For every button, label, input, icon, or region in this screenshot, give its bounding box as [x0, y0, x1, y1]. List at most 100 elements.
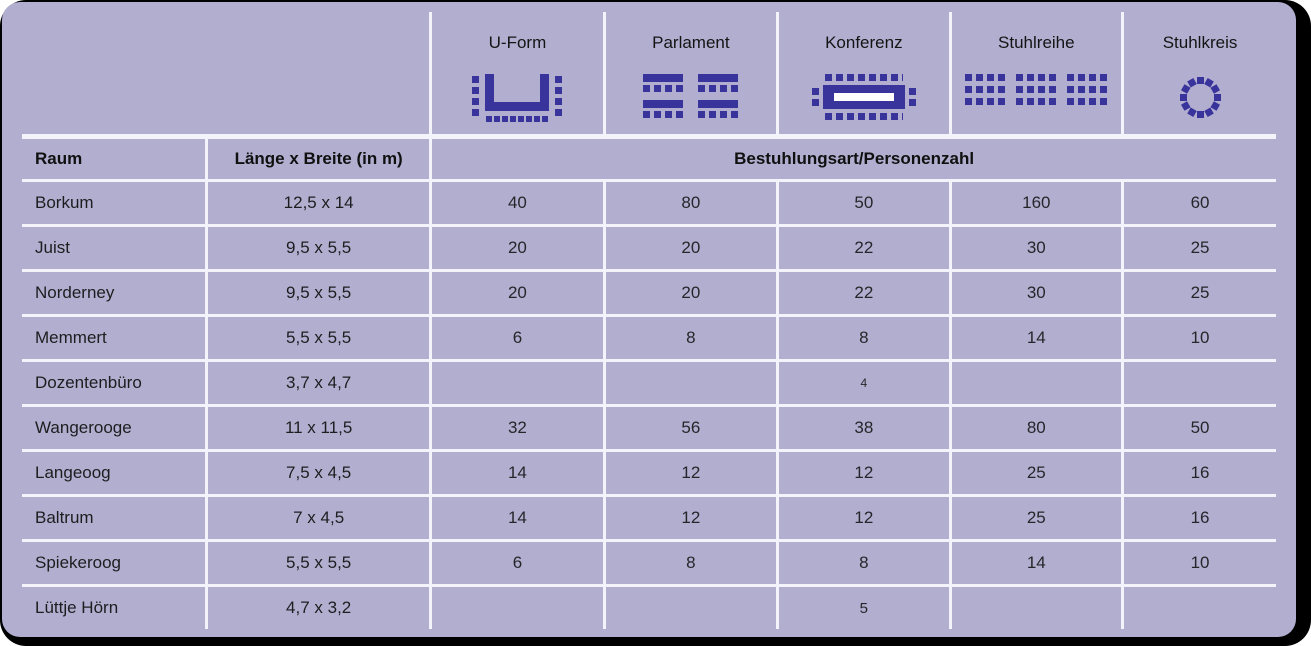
- u-form-seating-icon: [472, 74, 563, 122]
- room-size-cell: 7,5 x 4,5: [208, 452, 430, 494]
- stuhlkreis-seating-icon: [1177, 74, 1223, 120]
- capacity-cell: 12: [605, 452, 777, 494]
- capacity-cell: 25: [1124, 272, 1276, 314]
- capacity-cell: 30: [951, 227, 1122, 269]
- capacity-cell: 16: [1124, 452, 1276, 494]
- konferenz-table: [822, 85, 905, 109]
- capacity-cell: 22: [779, 272, 949, 314]
- empty-corner-cell: [22, 12, 430, 136]
- konferenz-chairs-top: [824, 74, 903, 81]
- u-form-chairs-bottom: [486, 116, 549, 122]
- capacity-cell: 14: [951, 542, 1122, 584]
- capacity-cell: [605, 587, 777, 629]
- room-size-cell: 12,5 x 14: [208, 182, 430, 224]
- capacity-cell: 14: [432, 497, 603, 539]
- room-name-cell: Lüttje Hörn: [22, 587, 206, 629]
- capacity-cell: 50: [1124, 407, 1276, 449]
- parlament-unit: [643, 100, 684, 118]
- chair-row-block: [965, 74, 1006, 105]
- konferenz-seating-icon: [811, 74, 916, 120]
- room-size-cell: 9,5 x 5,5: [208, 227, 430, 269]
- capacity-cell: [1124, 587, 1276, 629]
- size-header: Länge x Breite (in m): [208, 139, 430, 179]
- room-size-cell: 5,5 x 5,5: [208, 317, 430, 359]
- capacity-cell: 20: [432, 227, 603, 269]
- parlament-seating-icon: [643, 74, 739, 118]
- konferenz-chairs-left: [811, 88, 819, 106]
- column-label: U-Form: [488, 33, 547, 52]
- column-header-stuhlkreis: Stuhlkreis: [1124, 12, 1276, 136]
- capacity-cell: 20: [605, 272, 777, 314]
- room-name-cell: Borkum: [22, 182, 206, 224]
- capacity-cell: 25: [1124, 227, 1276, 269]
- seating-capacity-table-card: U-Form Parlament Konferenz: [2, 2, 1296, 637]
- room-name-cell: Langeoog: [22, 452, 206, 494]
- capacity-cell: 10: [1124, 317, 1276, 359]
- parlament-unit: [643, 74, 684, 92]
- chair-row-block: [1067, 74, 1108, 105]
- column-label: Konferenz: [825, 33, 903, 52]
- capacity-cell: 14: [432, 452, 603, 494]
- capacity-cell: 50: [779, 182, 949, 224]
- capacity-cell: 14: [951, 317, 1122, 359]
- capacity-cell: 8: [779, 542, 949, 584]
- capacity-cell: [432, 362, 603, 404]
- capacity-cell: 32: [432, 407, 603, 449]
- capacity-cell: 25: [951, 452, 1122, 494]
- capacity-cell: 40: [432, 182, 603, 224]
- room-name-cell: Wangerooge: [22, 407, 206, 449]
- konferenz-chairs-bottom: [824, 113, 903, 120]
- room-size-cell: 5,5 x 5,5: [208, 542, 430, 584]
- capacity-cell: 10: [1124, 542, 1276, 584]
- capacity-cell: 60: [1124, 182, 1276, 224]
- u-form-table: [485, 74, 550, 111]
- capacity-cell: 12: [605, 497, 777, 539]
- capacity-cell: 38: [779, 407, 949, 449]
- capacity-cell: 16: [1124, 497, 1276, 539]
- capacity-cell: 20: [432, 272, 603, 314]
- parlament-unit: [698, 74, 739, 92]
- room-name-cell: Norderney: [22, 272, 206, 314]
- room-name-cell: Dozentenbüro: [22, 362, 206, 404]
- stuhlreihe-seating-icon: [965, 74, 1108, 105]
- column-label: Stuhlreihe: [998, 33, 1075, 52]
- room-size-cell: 11 x 11,5: [208, 407, 430, 449]
- u-form-chairs-left: [472, 76, 480, 116]
- capacity-cell: [951, 587, 1122, 629]
- capacity-cell: [605, 362, 777, 404]
- room-name-cell: Spiekeroog: [22, 542, 206, 584]
- column-label: Parlament: [652, 33, 730, 52]
- raum-header: Raum: [22, 139, 206, 179]
- capacity-cell: 8: [779, 317, 949, 359]
- column-header-u-form: U-Form: [432, 12, 603, 136]
- capacity-cell: 22: [779, 227, 949, 269]
- capacity-cell: 20: [605, 227, 777, 269]
- capacity-cell: 25: [951, 497, 1122, 539]
- parlament-unit: [698, 100, 739, 118]
- room-name-cell: Baltrum: [22, 497, 206, 539]
- u-form-chairs-right: [555, 76, 563, 116]
- capacity-cell: 12: [779, 497, 949, 539]
- capacity-cell: 6: [432, 542, 603, 584]
- konferenz-chairs-right: [908, 88, 916, 106]
- capacity-cell: 80: [951, 407, 1122, 449]
- capacity-cell: 56: [605, 407, 777, 449]
- room-size-cell: 3,7 x 4,7: [208, 362, 430, 404]
- capacity-cell: 30: [951, 272, 1122, 314]
- capacity-cell: 12: [779, 452, 949, 494]
- capacity-cell: 4: [779, 362, 949, 404]
- column-header-konferenz: Konferenz: [779, 12, 949, 136]
- column-label: Stuhlkreis: [1162, 33, 1238, 52]
- capacity-cell: 8: [605, 542, 777, 584]
- room-name-cell: Juist: [22, 227, 206, 269]
- capacity-cell: 8: [605, 317, 777, 359]
- room-size-cell: 9,5 x 5,5: [208, 272, 430, 314]
- room-size-cell: 7 x 4,5: [208, 497, 430, 539]
- capacity-cell: 6: [432, 317, 603, 359]
- room-capacity-table: U-Form Parlament Konferenz: [22, 12, 1276, 629]
- column-header-parlament: Parlament: [605, 12, 777, 136]
- room-size-cell: 4,7 x 3,2: [208, 587, 430, 629]
- capacity-cell: [1124, 362, 1276, 404]
- capacity-cell: [951, 362, 1122, 404]
